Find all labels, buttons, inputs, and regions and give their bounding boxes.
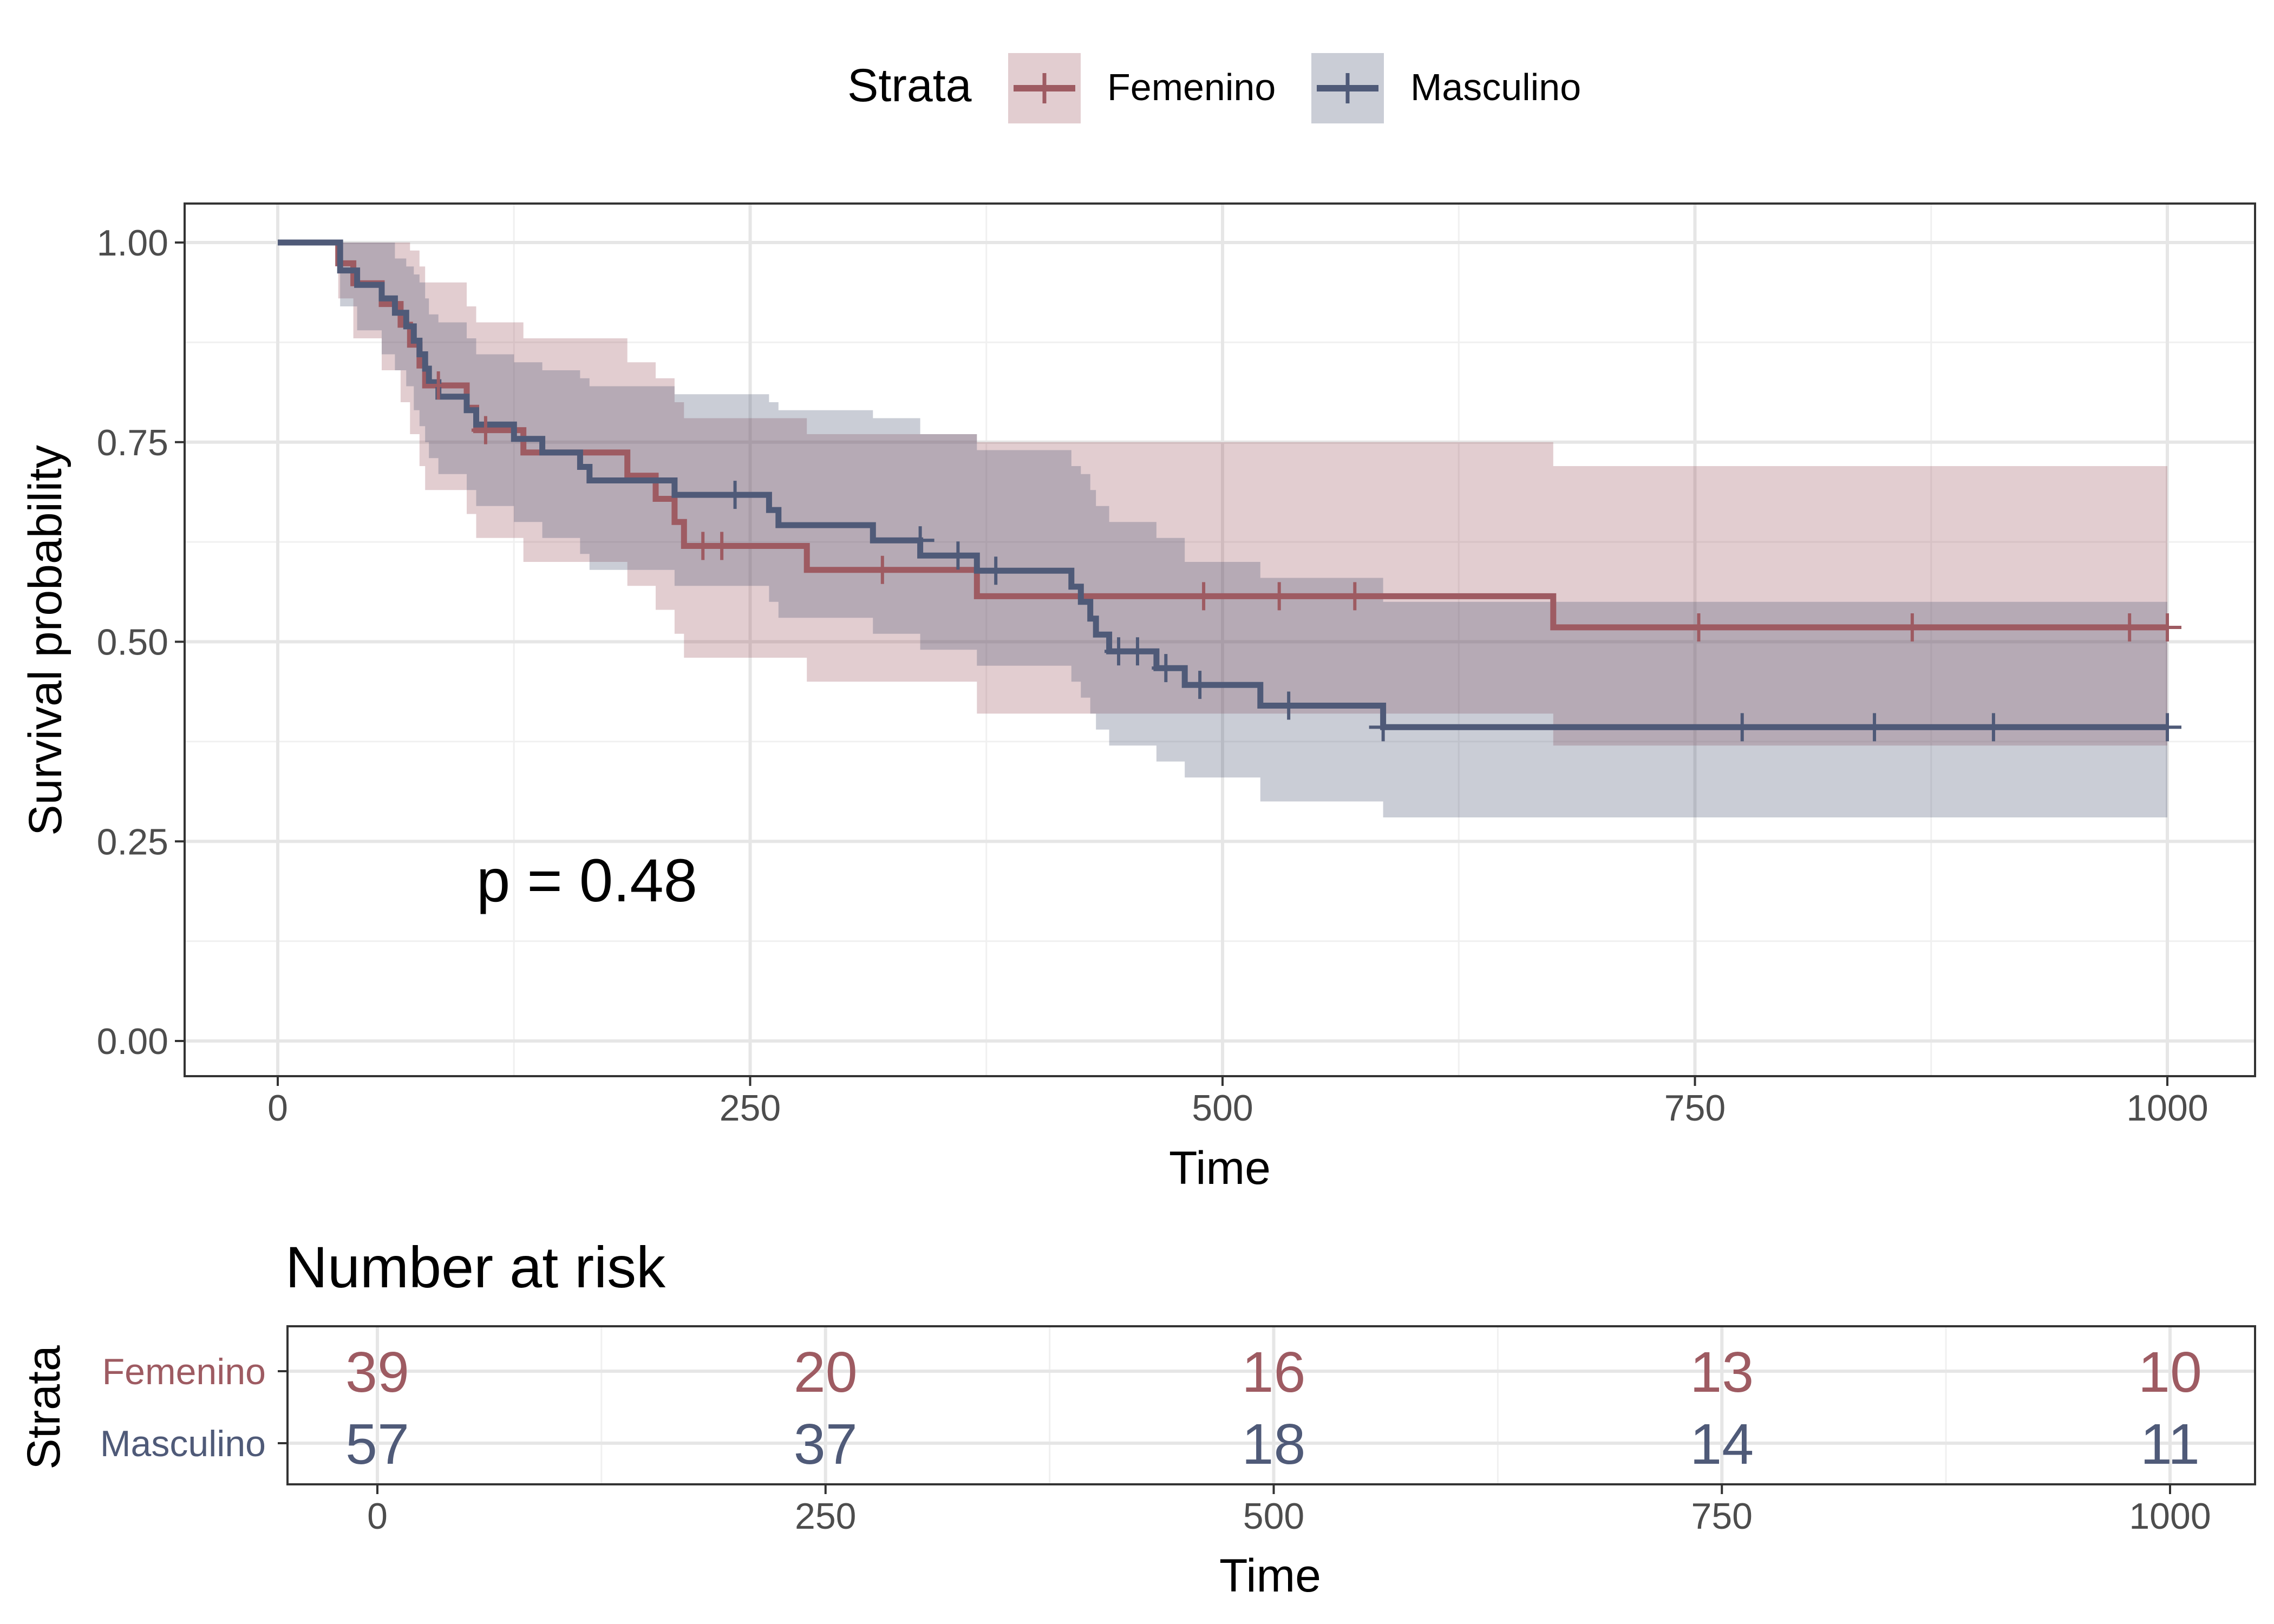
legend-label-masculino: Masculino	[1410, 66, 1581, 108]
risk-count-masculino: 14	[1690, 1412, 1754, 1476]
confidence-band-femenino	[278, 243, 2167, 746]
x-axis-title: Time	[1169, 1142, 1271, 1194]
risk-count-masculino: 57	[345, 1412, 409, 1476]
x-tick-label: 750	[1664, 1088, 1726, 1129]
y-tick-label: 0.50	[97, 622, 168, 663]
x-tick-label: 250	[720, 1088, 781, 1129]
p-value-annotation: p = 0.48	[476, 847, 697, 914]
risk-table-y-axis-title: Strata	[18, 1345, 70, 1470]
confidence-band-masculino	[278, 243, 2167, 817]
risk-table-gridlines	[287, 1326, 2255, 1484]
risk-row-label-masculino: Masculino	[100, 1423, 266, 1464]
risk-count-masculino: 18	[1242, 1412, 1306, 1476]
risk-count-masculino: 11	[2140, 1412, 2200, 1476]
risk-count-femenino: 13	[1690, 1340, 1754, 1404]
risk-table-content: 0 250 500 750 1000 Femenino 39 20 16 13 10 Masculin…	[100, 1340, 2211, 1537]
risk-count-femenino: 10	[2138, 1340, 2202, 1404]
plot-gridlines	[185, 204, 2255, 1076]
survival-curve-masculino	[278, 239, 2167, 730]
x-tick-label: 500	[1192, 1088, 1253, 1129]
y-tick-label: 0.00	[97, 1021, 168, 1062]
plot-axes: 0 250 500 750 1000 0.00 0.25 0.50 0.75 1.00	[97, 222, 2208, 1129]
risk-table-border	[286, 1325, 2256, 1485]
risk-count-masculino: 37	[794, 1412, 858, 1476]
y-tick-label: 1.00	[97, 222, 168, 264]
y-axis-title: Survival probability	[19, 445, 71, 836]
risk-x-tick-label: 250	[795, 1496, 856, 1537]
survival-curves	[278, 239, 2167, 730]
risk-x-tick-label: 0	[367, 1496, 388, 1537]
risk-count-femenino: 20	[794, 1340, 858, 1404]
risk-count-femenino: 16	[1242, 1340, 1306, 1404]
risk-x-tick-label: 500	[1243, 1496, 1304, 1537]
y-tick-label: 0.75	[97, 422, 168, 463]
plot-panel-border	[184, 202, 2256, 1077]
confidence-bands	[278, 243, 2167, 817]
x-tick-label: 1000	[2126, 1088, 2208, 1129]
legend-title: Strata	[847, 60, 972, 112]
risk-x-tick-label: 750	[1691, 1496, 1753, 1537]
risk-x-tick-label: 1000	[2129, 1496, 2211, 1537]
legend-label-femenino: Femenino	[1107, 66, 1276, 108]
risk-count-femenino: 39	[345, 1340, 409, 1404]
risk-table-title: Number at risk	[285, 1234, 666, 1300]
y-tick-label: 0.25	[97, 821, 168, 862]
risk-row-label-femenino: Femenino	[102, 1351, 266, 1392]
risk-table-x-axis-title: Time	[1219, 1550, 1321, 1602]
x-tick-label: 0	[267, 1088, 288, 1129]
legend: Strata Femenino Masculino	[847, 53, 1581, 123]
censor-marks	[424, 371, 2181, 742]
